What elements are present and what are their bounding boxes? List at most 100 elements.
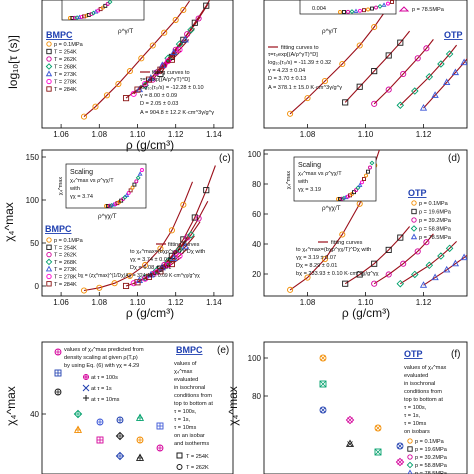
panel-d-inset-xlabel: ρ^γχ/T xyxy=(322,205,341,212)
panel-f-legend-marker-1 xyxy=(407,446,413,452)
panel-d-legend-label-4: p = 78.5MPa xyxy=(419,235,452,241)
panel-d-point-2-0 xyxy=(371,280,378,287)
panel-b-inset-point-1 xyxy=(342,10,346,14)
panel-f-legend-marker-2 xyxy=(407,454,413,460)
panel-d-inset-point-9 xyxy=(354,188,358,193)
panel-d-point-1-0 xyxy=(342,280,349,287)
panel-a-inset-point-7 xyxy=(84,13,89,18)
panel-b-point-4-4 xyxy=(460,58,467,66)
panel-b-legend-label: p = 78.5MPa xyxy=(412,7,445,13)
panel-e-note-1: values of χ₄^max predicted from xyxy=(64,347,144,353)
panel-e-note-right-11: and isotherms xyxy=(174,441,209,447)
panel-b-point-2-3 xyxy=(414,55,421,62)
panel-c-legend-marker-4 xyxy=(45,265,53,272)
panel-c-legend-marker-6 xyxy=(46,281,52,287)
panel-a-point-0-4 xyxy=(126,68,133,75)
panel-c-xtick-4: 1.14 xyxy=(206,298,222,307)
panel-e-point-cross-9 xyxy=(137,415,143,421)
panel-a-xtick-4: 1.14 xyxy=(206,130,222,139)
panel-b-fit-text-5: D = 3.70 ± 0.13 xyxy=(268,76,306,82)
panel-b-xtick-0: 1.08 xyxy=(300,130,316,139)
panel-d-point-4-1 xyxy=(431,273,439,281)
panel-a-point-1-4 xyxy=(203,2,210,9)
panel-d-xtick-0: 1.08 xyxy=(300,298,316,307)
panel-c-fit-legend: fitting curves to χ₄^max=(bχρ^γχ/T)^Dχ w… xyxy=(78,242,205,279)
panel-d-inset-point-15 xyxy=(366,169,370,174)
panel-c-xtick-2: 1.10 xyxy=(130,298,146,307)
panel-c-inset-xlabel: ρ^γχ/T xyxy=(98,213,117,220)
panel-d-point-1-4 xyxy=(397,234,404,241)
panel-f-legend-label-0: p = 0.1MPa xyxy=(415,439,445,445)
panel-e-point-cross-0 xyxy=(55,349,61,355)
panel-e-point-cross-10 xyxy=(137,437,143,443)
panel-e-note-right-7: τ = 100s, xyxy=(174,409,197,415)
panel-a-fit-text-3: log₁₀(τ₀/s) = -12.28 ± 0.10 xyxy=(140,85,204,91)
panel-c-point-0-6 xyxy=(168,227,175,234)
panel-c-point-6-0 xyxy=(122,282,130,290)
panel-d-inset-title-2: χ₄^max vs ρ^γχ/T xyxy=(298,171,342,177)
panel-a-point-0-9 xyxy=(180,6,187,14)
panel-a-legend-marker-5 xyxy=(46,78,52,85)
panel-f-point-5 xyxy=(374,424,382,432)
panel-c-point-5-0 xyxy=(130,280,137,287)
panel-b-point-2-1 xyxy=(385,86,392,93)
panel-c-inset-point-16 xyxy=(134,179,139,184)
panel-c-ytick-0: 0 xyxy=(35,282,40,291)
panel-c-point-4-2 xyxy=(158,263,166,271)
panel-f-point-cross-5 xyxy=(375,425,381,431)
panel-a-legend-marker-3 xyxy=(45,63,53,70)
panel-d-legend-label-0: p = 0.1MPa xyxy=(419,201,449,207)
panel-a-point-2-1 xyxy=(161,62,168,69)
panel-d: 1.08 1.10 1.12 100 80 60 40 20 Scaling χ₄^… xyxy=(248,149,468,320)
panel-e-frame xyxy=(41,341,234,474)
panel-c-point-0-2 xyxy=(111,280,118,287)
panel-e-legend-262: T = 262K xyxy=(186,465,209,471)
panel-d-point-1-1 xyxy=(356,271,363,278)
panel-a-point-4-1 xyxy=(147,74,155,81)
panel-a-point-6-4 xyxy=(168,56,175,63)
panel-f-letter: (f) xyxy=(451,349,460,360)
panel-b-fit-text-2: τ=τ₀exp[(A/ρ^γT)^D] xyxy=(268,52,318,58)
panel-d-point-3-2 xyxy=(425,261,434,270)
panel-f-sample: OTP xyxy=(404,349,423,359)
panel-c-point-0-5 xyxy=(157,245,164,252)
panel-f: 100 80 χ₄^max OTP (f) values of χ₄^max e… xyxy=(226,341,468,474)
panel-c-point-5-1 xyxy=(142,275,149,282)
panel-b-point-1-4 xyxy=(397,39,404,46)
panel-f-point-8 xyxy=(395,457,405,467)
panel-c-point-1-2 xyxy=(180,236,187,243)
panel-c-inset-title-1: Scaling xyxy=(70,169,93,176)
panel-b-point-0-4 xyxy=(356,42,363,49)
panel-b-inset-point-13 xyxy=(390,0,394,4)
panel-e-note-right-9: τ = 10ms xyxy=(174,425,196,431)
panel-d-legend-label-1: p = 19.6MPa xyxy=(419,210,452,216)
panel-c-point-0-7 xyxy=(180,201,187,208)
panel-b-inset-points xyxy=(338,0,394,15)
panel-a-point-4-4 xyxy=(181,35,189,43)
panel-a-inset-point-2 xyxy=(72,15,77,20)
panel-e-note-right-4: in isochronal xyxy=(174,385,205,391)
panel-c-legend-label-3: T = 268K xyxy=(54,260,77,266)
panel-b-sample: OTP xyxy=(444,30,463,40)
panel-b-inset-point-11 xyxy=(381,2,387,7)
panel-b-inset-point-3 xyxy=(349,9,355,15)
panel-a-fit-text-4: γ = 8.00 ± 0.09 xyxy=(140,93,177,99)
panel-b-inset-point-2 xyxy=(346,9,350,14)
panel-a-legend-label-3: T = 268K xyxy=(54,65,77,71)
panel-b-fit-text-3: log₁₀(τ₀/s) = -11.39 ± 0.32 xyxy=(268,60,331,66)
panel-f-markers xyxy=(319,354,405,467)
panel-c-legend-label-0: p = 0.1MPa xyxy=(54,238,84,244)
panel-e-ylabel: χ₄^max xyxy=(4,386,18,426)
panel-a-xticks: 1.06 1.08 1.10 1.12 1.14 xyxy=(53,124,222,139)
panel-e-point-cross-6 xyxy=(97,437,103,443)
panel-d-point-0-3 xyxy=(339,231,346,238)
panel-b-point-2-2 xyxy=(400,70,407,78)
panel-b-point-3-1 xyxy=(411,87,419,95)
panel-d-fit-text-5: bχ = 233.93 ± 0.10 K·cm^γχ/g^γχ xyxy=(296,271,379,277)
panel-f-legend-marker-0 xyxy=(407,438,413,444)
panel-e-legend-marker-100s xyxy=(83,374,89,380)
panel-d-legend-marker-2 xyxy=(411,217,417,223)
panel-f-point-cross-4 xyxy=(347,441,353,447)
panel-b-inset-point-10 xyxy=(377,3,383,9)
panel-a-legend-label-4: T = 273K xyxy=(54,72,77,78)
